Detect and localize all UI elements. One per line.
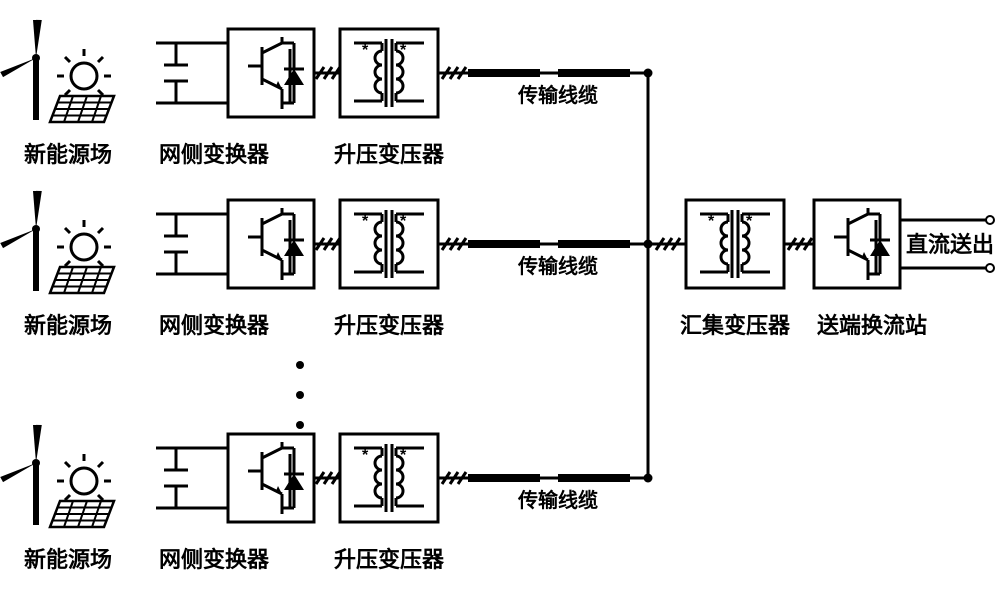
svg-text:传输线缆: 传输线缆 <box>517 254 598 278</box>
renewable-source-icon <box>0 17 114 122</box>
ellipsis-dot <box>296 361 304 369</box>
svg-text:传输线缆: 传输线缆 <box>517 488 598 512</box>
svg-text:升压变压器: 升压变压器 <box>334 313 445 338</box>
collector-transformer-icon <box>686 200 784 288</box>
svg-text:新能源场: 新能源场 <box>24 547 112 572</box>
diagram-canvas: * * <box>0 0 1000 616</box>
sending-end-converter-icon <box>814 200 900 288</box>
step-up-transformer-icon <box>340 29 438 117</box>
sending-converter-label: 送端换流站 <box>817 313 927 338</box>
grid-side-converter-icon <box>228 29 314 117</box>
svg-text:网侧变换器: 网侧变换器 <box>159 313 270 338</box>
svg-text:新能源场: 新能源场 <box>24 313 112 338</box>
collector-xfmr-label: 汇集变压器 <box>680 313 791 338</box>
cable-label: 传输线缆 <box>517 83 598 107</box>
three-phase-icon <box>316 67 340 79</box>
row-3: 传输线缆 <box>0 422 648 527</box>
row-2: 传输线缆 <box>0 188 648 293</box>
ellipsis-dot <box>296 421 304 429</box>
dc-output-label: 直流送出 <box>906 232 994 257</box>
dc-capacitor-icon <box>156 43 216 103</box>
step-up-xfmr-label: 升压变压器 <box>334 142 445 167</box>
svg-text:升压变压器: 升压变压器 <box>334 547 445 572</box>
source-label: 新能源场 <box>24 142 112 167</box>
grid-converter-label: 网侧变换器 <box>159 142 270 167</box>
ellipsis-dot <box>296 391 304 399</box>
row-1: 传输线缆 <box>0 17 648 122</box>
transmission-cable-icon <box>450 69 648 77</box>
svg-text:网侧变换器: 网侧变换器 <box>159 547 270 572</box>
